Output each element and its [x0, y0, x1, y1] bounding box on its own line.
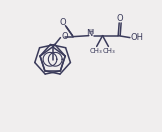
Text: O: O	[117, 14, 123, 23]
Text: OH: OH	[130, 33, 143, 42]
Text: O: O	[59, 18, 66, 27]
Text: O: O	[61, 32, 68, 41]
Text: N: N	[86, 29, 92, 38]
Text: CH₃: CH₃	[89, 48, 102, 54]
Text: CH₃: CH₃	[103, 48, 116, 54]
Text: H: H	[88, 29, 93, 35]
